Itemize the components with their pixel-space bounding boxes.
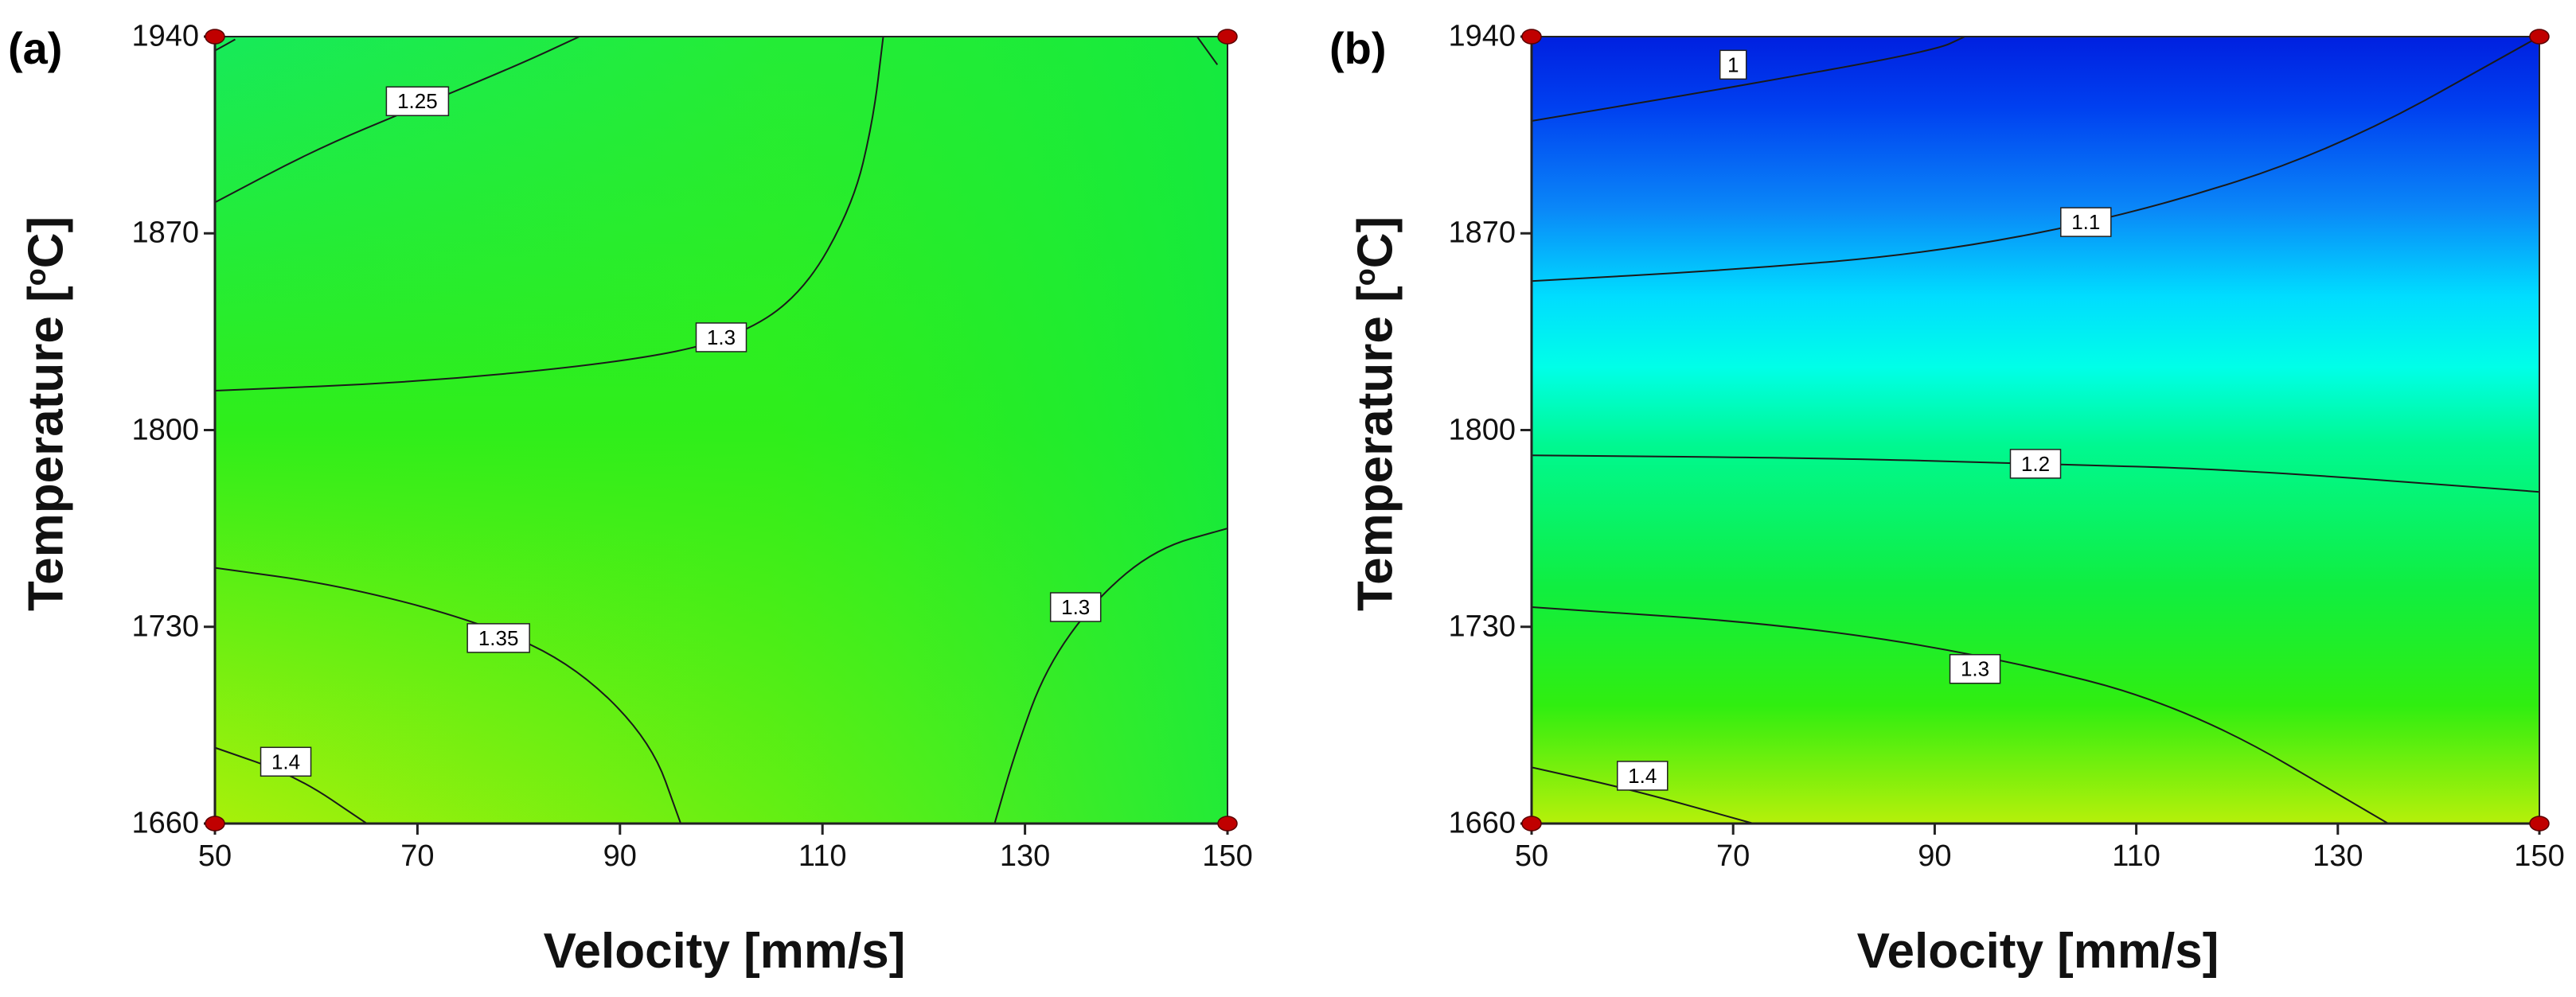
contour-line-b-4	[1532, 766, 1754, 824]
design-point-a-0	[205, 816, 225, 831]
svg-text:1.2: 1.2	[2021, 452, 2050, 476]
y-tick-label-b-1: 1730	[1448, 609, 1516, 644]
contour-label-b-0: 1	[1719, 49, 1747, 80]
design-point-b-3	[2529, 29, 2550, 45]
contour-label-a-3: 1.4	[260, 746, 312, 777]
x-tick-label-a-4: 130	[999, 839, 1051, 873]
contour-line-a-1	[215, 38, 236, 52]
contour-label-b-3: 1.3	[1949, 653, 2001, 684]
x-tick-label-a-3: 110	[798, 839, 847, 873]
y-tick-label-b-0: 1660	[1448, 806, 1516, 840]
chart-panel-a: (a) Temperature [oC] Velocity [mm/s] 1.2…	[8, 19, 1253, 979]
contour-label-b-2: 1.2	[2009, 449, 2062, 479]
contour-field-overlay-a	[215, 37, 1228, 824]
x-tick-label-a-0: 50	[197, 839, 232, 873]
chart-panel-b: (b) Temperature [oC] Velocity [mm/s] 1 1.…	[1329, 0, 2576, 997]
svg-text:1.4: 1.4	[271, 750, 300, 773]
contour-label-a-1: 1.3	[695, 322, 747, 352]
y-tick-label-b-4: 1940	[1448, 19, 1516, 53]
contour-label-b-1: 1.1	[2060, 207, 2112, 237]
panel-label-a: (a)	[8, 23, 63, 73]
contour-label-b-4: 1.4	[1617, 761, 1669, 791]
contour-plot-a: 1.25 1.3 1.35 1.4 1.3	[204, 29, 1238, 835]
design-point-a-3	[1217, 29, 1238, 45]
contour-line-a-4	[993, 528, 1228, 824]
contour-label-a-4: 1.3	[1049, 592, 1102, 622]
y-tick-label-b-2: 1800	[1448, 413, 1516, 446]
x-tick-label-b-2: 90	[1918, 839, 1952, 873]
contour-line-a-2	[1196, 37, 1219, 65]
x-tick-label-b-1: 70	[1716, 839, 1751, 873]
contour-line-a-6	[215, 746, 368, 824]
x-tick-label-b-3: 110	[2112, 839, 2160, 873]
contour-line-b-1	[1532, 37, 2539, 282]
design-point-b-0	[1521, 816, 1542, 831]
y-tick-label-a-0: 1660	[131, 806, 199, 840]
svg-text:1.25: 1.25	[397, 89, 438, 113]
svg-text:1.4: 1.4	[1628, 764, 1657, 788]
x-axis-label-b: Velocity [mm/s]	[1856, 924, 2219, 979]
y-tick-label-a-3: 1870	[131, 216, 199, 250]
x-tick-label-b-4: 130	[2313, 839, 2363, 873]
design-point-b-2	[2529, 816, 2550, 831]
y-tick-label-a-2: 1800	[131, 413, 199, 446]
design-point-a-2	[1217, 816, 1238, 831]
y-tick-label-a-1: 1730	[131, 609, 199, 644]
svg-text:1.3: 1.3	[1961, 657, 1989, 681]
svg-text:1.35: 1.35	[478, 626, 519, 650]
y-tick-label-a-4: 1940	[131, 19, 199, 53]
svg-text:1.3: 1.3	[1061, 595, 1090, 619]
svg-text:1.3: 1.3	[707, 325, 736, 349]
design-point-b-1	[1521, 29, 1542, 45]
contour-field-b	[1532, 37, 2539, 824]
svg-text:1: 1	[1727, 53, 1739, 76]
x-axis-label-a: Velocity [mm/s]	[543, 924, 906, 979]
x-tick-label-a-1: 70	[400, 839, 435, 873]
x-tick-label-a-5: 150	[1202, 839, 1253, 873]
x-tick-label-a-2: 90	[603, 839, 637, 873]
contour-plot-b: 1 1.1 1.2 1.3 1.4	[1520, 29, 2550, 835]
contour-line-b-0	[1532, 37, 1965, 122]
svg-text:1.1: 1.1	[2071, 210, 2100, 234]
contour-label-a-0: 1.25	[385, 86, 450, 116]
contour-label-a-2: 1.35	[466, 623, 530, 653]
design-point-a-1	[205, 29, 225, 45]
y-tick-label-b-3: 1870	[1448, 216, 1516, 250]
x-tick-label-b-0: 50	[1514, 839, 1549, 873]
x-tick-label-b-5: 150	[2514, 839, 2565, 873]
panel-label-b: (b)	[1329, 23, 1387, 73]
